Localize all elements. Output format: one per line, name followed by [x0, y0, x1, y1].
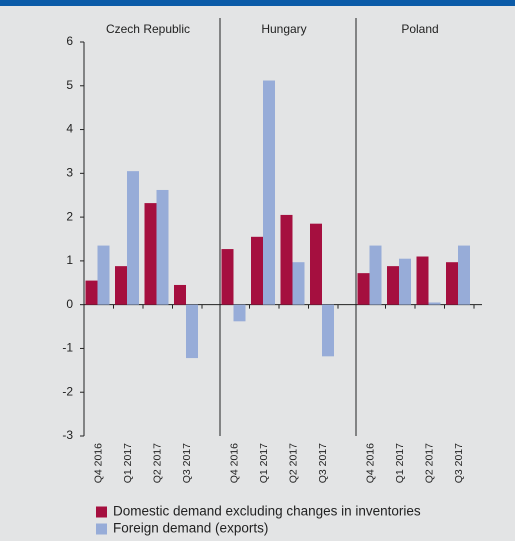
y-tick-label: 3	[66, 166, 73, 180]
legend-label: Foreign demand (exports)	[113, 521, 268, 536]
y-tick-label: 0	[66, 297, 73, 311]
bar	[85, 280, 98, 305]
x-tick-label: Q2 2017	[288, 443, 300, 483]
group-title: Hungary	[261, 22, 306, 36]
bar	[97, 245, 110, 305]
bar	[322, 304, 334, 357]
bar	[174, 284, 186, 305]
group-title: Czech Republic	[106, 22, 190, 36]
bar	[251, 236, 263, 305]
bar	[357, 273, 370, 305]
bar	[186, 304, 198, 359]
x-tick-label: Q2 2017	[152, 443, 164, 483]
x-tick-label: Q4 2016	[229, 443, 241, 483]
legend-label: Domestic demand excluding changes in inv…	[113, 504, 421, 519]
x-tick-label: Q4 2016	[365, 443, 377, 483]
bar	[156, 189, 169, 305]
y-tick-label: 4	[66, 122, 73, 136]
x-tick-label: Q3 2017	[453, 443, 465, 483]
bar	[387, 266, 399, 305]
bar	[310, 223, 322, 305]
y-tick-label: -3	[62, 428, 73, 442]
top-bar	[0, 0, 515, 6]
bar	[399, 258, 411, 305]
x-tick-label: Q4 2016	[93, 443, 105, 483]
bar	[280, 214, 293, 305]
x-tick-label: Q1 2017	[122, 443, 134, 483]
y-tick-label: -1	[62, 341, 73, 355]
x-tick-label: Q3 2017	[181, 443, 193, 483]
legend-swatch	[96, 506, 107, 518]
x-tick-label: Q2 2017	[424, 443, 436, 483]
bar	[115, 266, 127, 305]
bar	[292, 262, 305, 305]
y-tick-label: 6	[66, 34, 73, 48]
bar	[127, 171, 139, 305]
legend-swatch	[96, 523, 107, 535]
x-tick-label: Q3 2017	[317, 443, 329, 483]
bar	[233, 304, 246, 322]
bar	[416, 256, 429, 305]
bar	[428, 302, 441, 305]
bar	[458, 245, 470, 305]
x-tick-label: Q1 2017	[258, 443, 270, 483]
bar	[446, 262, 458, 305]
x-tick-label: Q1 2017	[394, 443, 406, 483]
group-title: Poland	[401, 22, 438, 36]
bar	[144, 203, 157, 305]
y-tick-label: 5	[66, 78, 73, 92]
y-tick-label: 1	[66, 253, 73, 267]
y-tick-label: -2	[62, 384, 73, 398]
bar	[221, 249, 234, 305]
bar	[369, 245, 382, 305]
bar	[263, 80, 275, 305]
y-tick-label: 2	[66, 209, 73, 223]
